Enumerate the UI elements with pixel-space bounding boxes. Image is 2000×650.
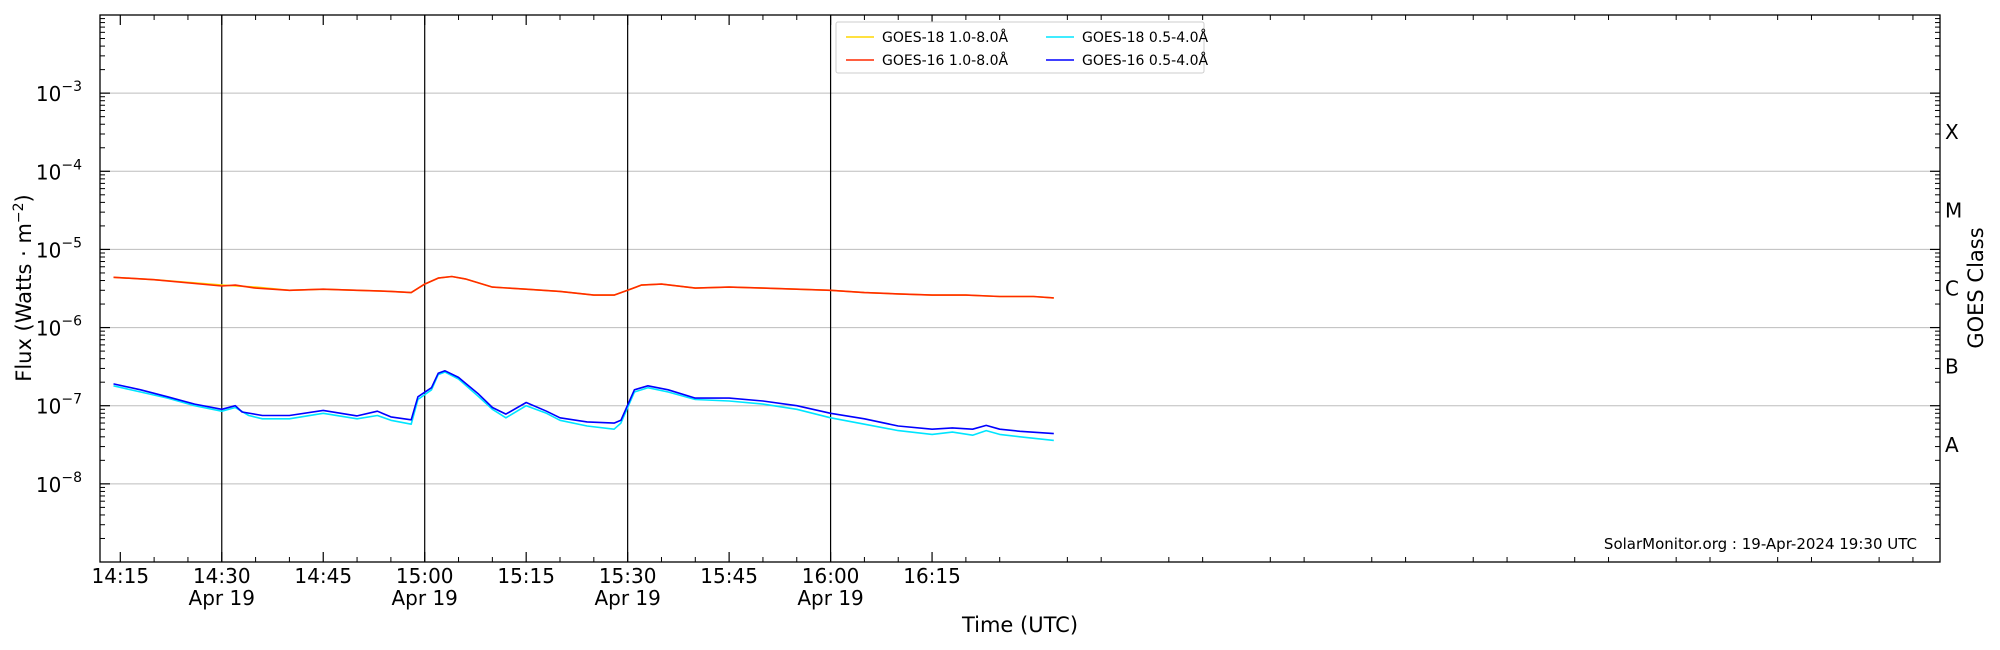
x-tick-label: 14:45 xyxy=(294,564,352,588)
plot-frame xyxy=(99,14,1941,563)
goes-class-label: X xyxy=(1945,120,1959,144)
series-line xyxy=(113,369,1054,435)
y-tick-exponent: −3 xyxy=(61,79,82,95)
y-tick-label: 10−7 xyxy=(36,392,82,419)
y-tick-base: 10 xyxy=(36,317,61,341)
legend-box xyxy=(835,21,1205,74)
y-tick-exponent: −8 xyxy=(61,470,82,486)
day-markers xyxy=(221,15,832,562)
y-tick-base: 10 xyxy=(36,82,61,106)
y-axis: 10−810−710−610−510−410−3 xyxy=(36,18,1940,539)
y-tick-base: 10 xyxy=(36,473,61,497)
right-axis-title: GOES Class xyxy=(1964,227,1988,348)
y-tick-label: 10−4 xyxy=(36,157,82,184)
legend: GOES-18 1.0-8.0Å GOES-16 1.0-8.0Å GOES-18 … xyxy=(835,21,1208,74)
series-line xyxy=(113,371,1054,442)
series-line xyxy=(113,275,1054,299)
x-tick-label: 15:15 xyxy=(497,564,555,588)
x-tick-label: 14:30 xyxy=(193,564,251,588)
y-tick-exponent: −7 xyxy=(61,392,82,408)
x-axis-title: Time (UTC) xyxy=(961,613,1078,637)
x-tick-label: 16:00 xyxy=(802,564,860,588)
goes-class-label: B xyxy=(1945,355,1959,379)
goes-class-label: C xyxy=(1945,277,1959,301)
y-tick-label: 10−6 xyxy=(36,314,82,341)
x-tick-date-label: Apr 19 xyxy=(594,586,660,610)
y-tick-exponent: −6 xyxy=(61,314,82,330)
goes-class-label: M xyxy=(1945,198,1962,222)
plot-area xyxy=(100,15,1940,562)
x-tick-date-label: Apr 19 xyxy=(189,586,255,610)
goes-class-axis: A B C M X xyxy=(1945,120,1962,457)
y-axis-title-close: ) xyxy=(12,194,36,202)
goes-class-label: A xyxy=(1945,433,1959,457)
y-axis-title-main: Flux (Watts · m xyxy=(12,223,36,382)
y-tick-label: 10−3 xyxy=(36,79,82,106)
x-tick-label: 15:30 xyxy=(599,564,657,588)
legend-label: GOES-16 1.0-8.0Å xyxy=(882,52,1008,69)
legend-items: GOES-18 1.0-8.0Å GOES-16 1.0-8.0Å GOES-18 … xyxy=(846,29,1208,69)
x-tick-label: 15:00 xyxy=(396,564,454,588)
y-tick-label: 10−8 xyxy=(36,470,82,497)
legend-label: GOES-18 0.5-4.0Å xyxy=(1082,29,1208,46)
x-tick-date-label: Apr 19 xyxy=(797,586,863,610)
x-tick-label: 14:15 xyxy=(91,564,149,588)
y-tick-base: 10 xyxy=(36,395,61,419)
y-axis-title-sup: −2 xyxy=(11,202,27,223)
x-tick-date-label: Apr 19 xyxy=(392,586,458,610)
credit-text: SolarMonitor.org : 19-Apr-2024 19:30 UTC xyxy=(1604,535,1917,553)
y-tick-label: 10−5 xyxy=(36,235,82,262)
y-tick-exponent: −5 xyxy=(61,235,82,251)
x-tick-label: 15:45 xyxy=(700,564,758,588)
y-tick-base: 10 xyxy=(36,160,61,184)
y-tick-exponent: −4 xyxy=(61,157,82,173)
y-axis-title: Flux (Watts · m−2) xyxy=(11,194,36,382)
x-tick-label: 16:15 xyxy=(903,564,961,588)
grid-lines xyxy=(100,92,1940,485)
legend-label: GOES-16 0.5-4.0Å xyxy=(1082,52,1208,69)
y-tick-base: 10 xyxy=(36,238,61,262)
legend-label: GOES-18 1.0-8.0Å xyxy=(882,29,1008,46)
series-lines xyxy=(113,275,1054,442)
